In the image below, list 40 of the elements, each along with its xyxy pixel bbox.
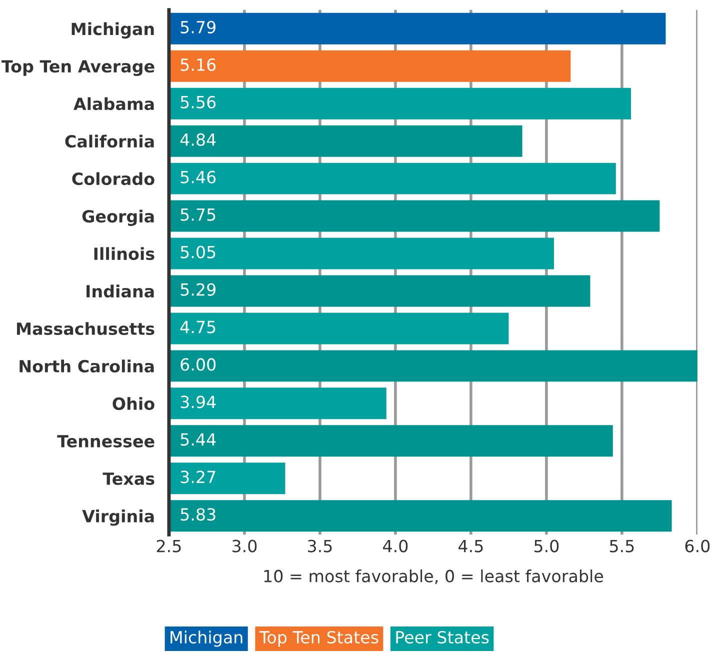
data-label: 5.83 xyxy=(180,508,216,521)
y-tick-label: Texas xyxy=(102,472,154,485)
text: Michigan xyxy=(170,630,242,647)
text: 4.0 xyxy=(383,540,408,552)
y-tick-label: Ohio xyxy=(112,397,154,410)
data-label: 5.75 xyxy=(180,208,216,221)
text: 4.5 xyxy=(458,540,483,552)
y-tick-label: North Carolina xyxy=(20,360,154,373)
y-tick-label: Massachusetts xyxy=(17,322,154,336)
text: 3.5 xyxy=(308,540,332,552)
data-label: 3.94 xyxy=(180,396,216,408)
data-label: 5.79 xyxy=(180,20,216,34)
data-label: 4.75 xyxy=(180,320,216,334)
data-label: 5.46 xyxy=(180,170,216,184)
y-tick-label: Colorado xyxy=(72,172,154,186)
text: 3.0 xyxy=(232,540,257,552)
text: Peer States xyxy=(396,630,489,644)
data-label: 5.16 xyxy=(180,58,216,71)
y-tick-label: Georgia xyxy=(82,210,154,226)
y-tick-label: Top Ten Average xyxy=(2,60,154,76)
data-label: 5.05 xyxy=(180,246,216,258)
y-tick-label: Alabama xyxy=(74,97,154,110)
y-tick-label: Tennessee xyxy=(57,435,154,448)
text: 2.5 xyxy=(156,540,181,552)
data-label: 6.00 xyxy=(180,358,216,371)
data-label: 5.44 xyxy=(180,433,216,446)
data-label: 5.29 xyxy=(180,283,216,296)
y-tick-label: Indiana xyxy=(86,284,154,298)
x-axis-title: 10 = most favorable, 0 = least favorable xyxy=(264,569,604,584)
y-tick-label: Illinois xyxy=(94,247,154,260)
y-tick-label: California xyxy=(65,134,154,148)
text: 5.5 xyxy=(610,540,634,552)
text: 5.0 xyxy=(534,540,559,552)
data-label: 5.56 xyxy=(180,96,216,108)
y-tick-label: Michigan xyxy=(72,22,154,39)
data-label: 3.27 xyxy=(180,470,216,484)
data-label: 4.84 xyxy=(180,133,216,146)
y-tick-label: Virginia xyxy=(82,510,154,526)
text: Top Ten States xyxy=(259,630,378,647)
text: 6.0 xyxy=(685,540,710,552)
